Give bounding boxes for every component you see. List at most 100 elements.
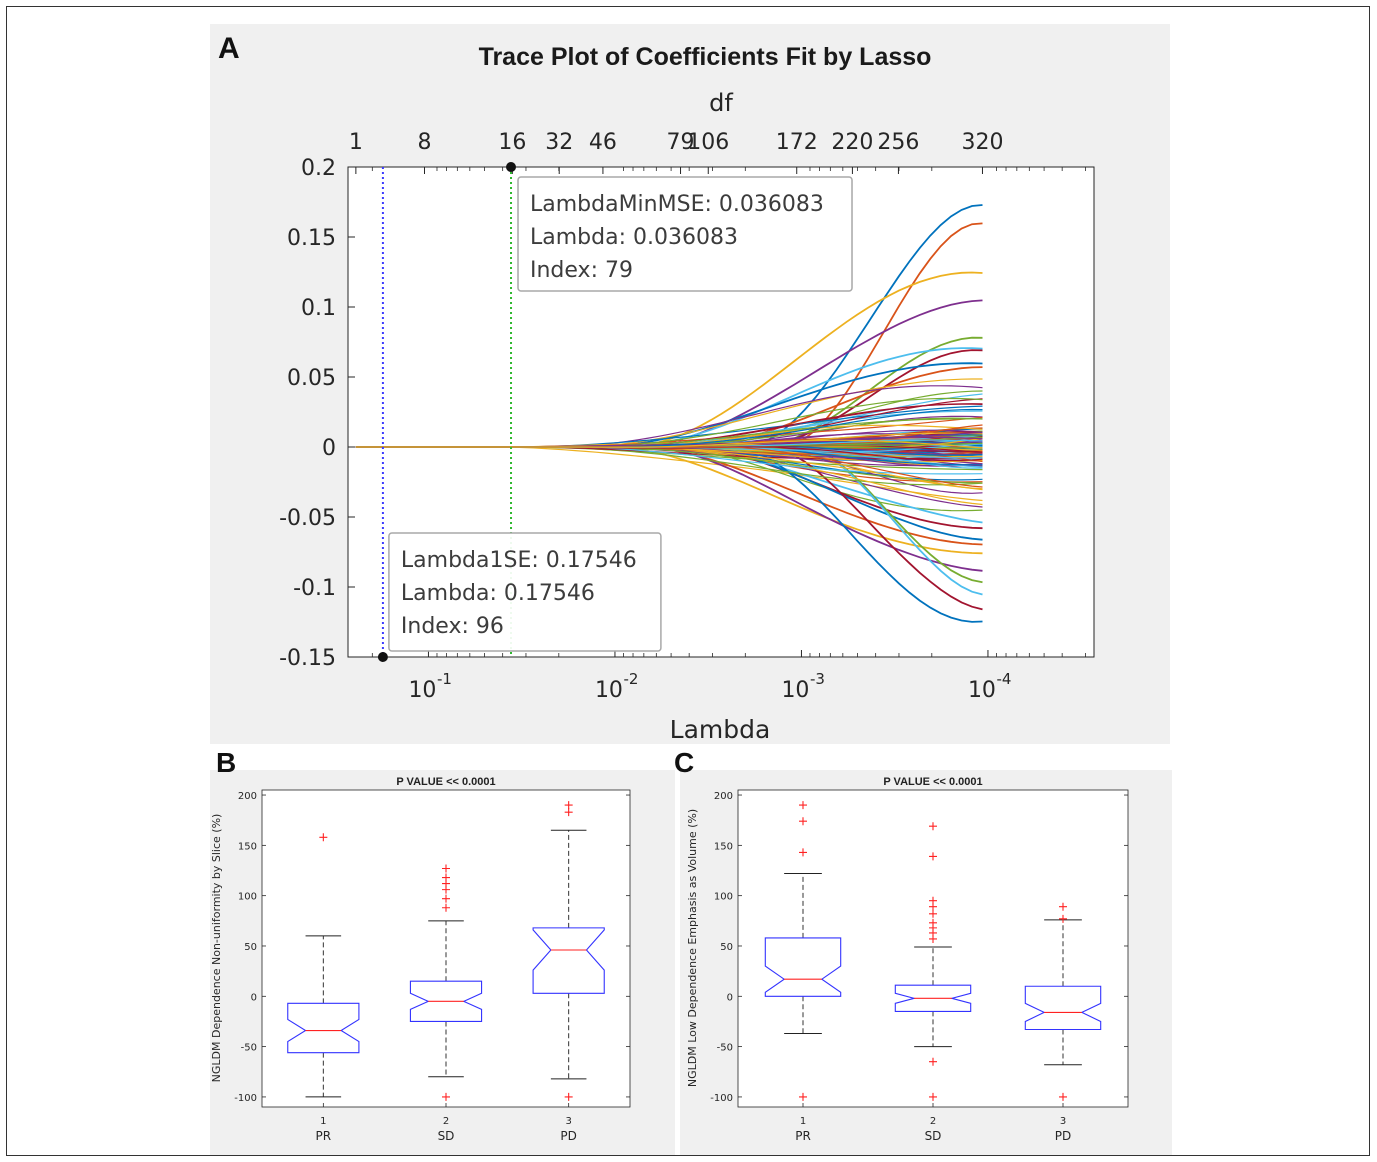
datatip-line: LambdaMinMSE: 0.036083 — [530, 192, 824, 217]
df-tick-label: 320 — [961, 130, 1003, 155]
datatip-box — [517, 176, 853, 292]
y-tick-label: 0 — [322, 436, 336, 461]
df-tick-label: 1 — [349, 130, 363, 155]
x-tick-number: 3 — [1060, 1116, 1066, 1127]
figure-frame — [6, 6, 1370, 1156]
outlier-marker — [1059, 1092, 1067, 1101]
y-tick-label: -50 — [717, 1043, 733, 1054]
outlier-marker — [929, 909, 937, 918]
chart-c-content: 200 150 100 50 0 -50 -100 1 PR 2 SD 3 PD — [710, 791, 1128, 1143]
outlier-marker — [442, 864, 450, 873]
chart-a-df-label: df — [709, 89, 733, 117]
outlier-marker — [1059, 914, 1067, 923]
y-tick-label: -50 — [241, 1043, 257, 1054]
chart-b-title: P VALUE << 0.0001 — [396, 776, 495, 788]
x-tick-exponent: -4 — [996, 670, 1011, 688]
datatip-line: Lambda: 0.17546 — [401, 581, 595, 606]
chart-a-coefficient-lines — [355, 204, 983, 623]
x-tick-category: PR — [795, 1129, 811, 1143]
x-tick-number: 3 — [565, 1116, 571, 1127]
datatip-line: Index: 96 — [401, 614, 504, 639]
outlier-marker — [929, 852, 937, 861]
x-tick-label: 10 — [408, 678, 436, 703]
chart-a-datatips: LambdaMinMSE: 0.036083 Lambda: 0.036083 In… — [377, 162, 853, 662]
coefficient-trace — [355, 439, 983, 449]
df-tick-label: 106 — [687, 130, 729, 155]
outlier-marker — [799, 801, 807, 810]
y-tick-label: 150 — [238, 841, 257, 852]
x-tick-number: 2 — [443, 1116, 449, 1127]
box-notched — [764, 937, 842, 997]
panel-a-chart: Trace Plot of Coefficients Fit by Lasso … — [279, 43, 1095, 744]
x-tick-exponent: -2 — [623, 670, 638, 688]
df-tick-label: 16 — [498, 130, 526, 155]
y-tick-label: 100 — [238, 892, 257, 903]
outlier-marker — [564, 1092, 573, 1101]
df-tick-label: 172 — [776, 130, 818, 155]
y-tick-label: -100 — [234, 1093, 257, 1104]
df-tick-label: 79 — [667, 130, 695, 155]
box-notched — [894, 984, 972, 1012]
chart-a-title: Trace Plot of Coefficients Fit by Lasso — [479, 43, 932, 71]
y-tick-label: 150 — [714, 841, 733, 852]
chart-a-lambda-lines — [381, 167, 513, 657]
x-tick-exponent: -1 — [437, 670, 452, 688]
outlier-marker — [929, 902, 937, 911]
outlier-marker — [929, 934, 937, 943]
y-tick-label: -100 — [710, 1093, 733, 1104]
df-tick-label: 220 — [831, 130, 873, 155]
datatip-marker — [506, 162, 517, 172]
y-tick-label: -0.1 — [293, 576, 336, 601]
outlier-marker — [1059, 902, 1067, 911]
outlier-marker — [564, 808, 573, 817]
datatip-line: Lambda: 0.036083 — [530, 225, 738, 250]
chart-b-y-label: NGLDM Dependence Non-uniformity by Slice… — [210, 814, 223, 1083]
y-tick-label: 200 — [714, 791, 733, 802]
df-tick-label: 8 — [417, 130, 431, 155]
y-tick-label: 200 — [238, 791, 257, 802]
x-tick-label: 10 — [595, 678, 623, 703]
y-tick-label: 0.15 — [287, 226, 336, 251]
panel-label-a: A — [218, 32, 240, 65]
df-tick-label: 256 — [877, 130, 919, 155]
chart-c-title: P VALUE << 0.0001 — [883, 776, 982, 788]
panel-label-b: B — [216, 747, 236, 778]
panel-label-c: C — [674, 747, 694, 778]
chart-a-x-ticks: 10 -1 10 -2 10 -3 10 -4 — [371, 167, 1086, 703]
box-notched — [409, 980, 483, 1023]
x-tick-category: PD — [560, 1129, 576, 1143]
box-notched — [1024, 985, 1102, 1031]
outlier-marker — [564, 801, 573, 810]
y-tick-label: 50 — [720, 942, 733, 953]
chart-b-content: 200 150 100 50 0 -50 -100 1 PR 2 SD 3 PD — [234, 791, 630, 1143]
outlier-marker — [442, 885, 450, 894]
y-tick-label: 50 — [244, 942, 257, 953]
x-tick-number: 2 — [930, 1116, 936, 1127]
chart-c-y-label: NGLDM Low Dependence Emphasis as Volume … — [686, 809, 699, 1087]
outlier-marker — [929, 822, 937, 831]
outlier-marker — [929, 1092, 937, 1101]
outlier-marker — [799, 817, 807, 826]
y-tick-label: 100 — [714, 892, 733, 903]
outlier-marker — [319, 833, 328, 842]
datatip-line: Index: 79 — [530, 258, 633, 283]
datatip-line: Lambda1SE: 0.17546 — [401, 548, 637, 573]
outlier-marker — [929, 1057, 937, 1066]
y-tick-label: 0 — [727, 992, 733, 1003]
x-tick-category: PD — [1055, 1129, 1071, 1143]
df-tick-label: 46 — [589, 130, 617, 155]
outlier-marker — [799, 848, 807, 857]
x-tick-exponent: -3 — [810, 670, 825, 688]
box-notched — [532, 927, 605, 994]
x-tick-category: PR — [316, 1129, 332, 1143]
x-tick-category: SD — [438, 1129, 455, 1143]
panel-c-chart: P VALUE << 0.0001 200 150 100 50 0 -50 -100 1 PR… — [686, 776, 1129, 1143]
datatip-box — [388, 532, 662, 652]
y-tick-label: 0.1 — [301, 296, 336, 321]
x-tick-number: 1 — [800, 1116, 806, 1127]
x-tick-category: SD — [925, 1129, 942, 1143]
chart-a-y-ticks: 0.2 0.15 0.1 0.05 0 -0.05 -0.1 -0.15 — [279, 156, 355, 671]
y-tick-label: 0.05 — [287, 366, 336, 391]
